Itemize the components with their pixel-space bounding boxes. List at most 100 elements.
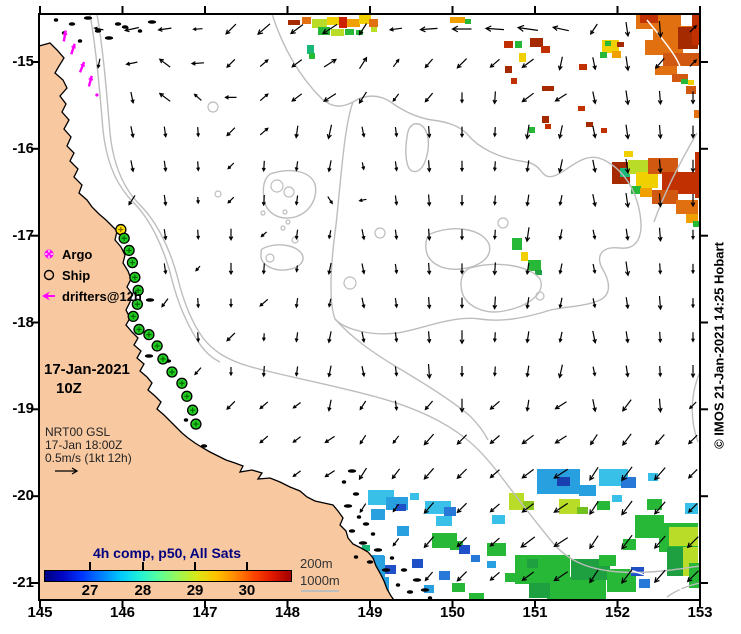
sst-patch — [459, 545, 470, 554]
current-vector — [358, 23, 368, 36]
current-vector — [426, 262, 432, 276]
current-vector — [687, 434, 698, 445]
current-vector — [557, 364, 563, 379]
bathymetry-contour — [260, 244, 304, 271]
current-vector — [257, 23, 271, 36]
island — [104, 36, 114, 40]
legend-label-ship: Ship — [62, 268, 91, 283]
colorbar-tick-label: 27 — [81, 582, 99, 599]
current-vector — [392, 93, 400, 103]
current-vector — [592, 399, 597, 413]
sst-patch — [586, 122, 593, 127]
current-vector — [426, 194, 432, 207]
x-tick-label: 149 — [357, 604, 383, 621]
sst-patch — [541, 46, 550, 53]
current-vector — [592, 193, 597, 208]
drifter-arrow-head — [88, 75, 94, 81]
sst-patch — [662, 172, 696, 194]
reef-outline — [260, 210, 266, 216]
reference-arrow — [55, 467, 79, 475]
island — [389, 556, 395, 560]
sst-patch — [635, 515, 664, 538]
sst-patch — [345, 29, 354, 35]
current-vector — [589, 501, 599, 516]
current-vector — [551, 25, 569, 32]
current-vector — [327, 262, 332, 276]
current-vector — [161, 298, 169, 308]
current-vector — [426, 297, 432, 310]
reef-outline — [343, 276, 357, 290]
current-vector — [521, 468, 534, 479]
current-vector — [158, 92, 171, 102]
island — [381, 568, 391, 572]
argo-icon — [44, 249, 54, 259]
current-vector — [492, 161, 497, 172]
sst-patch — [600, 52, 607, 58]
sst-patch — [515, 41, 522, 48]
current-vector — [424, 92, 434, 103]
reef-outline — [282, 209, 288, 215]
sst-patch — [692, 15, 700, 45]
y-tick-label: -16 — [12, 139, 34, 157]
current-vector — [226, 127, 236, 137]
sst-patch — [424, 585, 434, 593]
ship-track-point-cross — [190, 407, 196, 413]
colorbar-title: 4h comp, p50, All Sats — [92, 545, 242, 561]
ship-track-point-cross — [160, 356, 166, 362]
sst-patch — [450, 541, 463, 550]
current-vector — [456, 571, 468, 582]
current-vector — [190, 61, 205, 66]
sst-patch — [578, 106, 585, 111]
sst-patch — [519, 53, 526, 62]
current-vector — [321, 23, 338, 35]
current-vector — [554, 401, 567, 410]
current-vector — [687, 468, 698, 479]
current-vector — [456, 502, 468, 514]
model-name: NRT00 GSL — [45, 425, 111, 439]
current-vector — [294, 332, 299, 343]
sst-patch — [471, 555, 480, 562]
sst-patch — [504, 41, 513, 48]
current-vector — [294, 298, 299, 309]
x-tick-label: 146 — [109, 604, 136, 621]
current-vector — [125, 61, 138, 66]
current-vector — [624, 90, 631, 106]
current-vector — [492, 366, 497, 377]
current-vector — [625, 228, 630, 241]
current-vector — [624, 56, 631, 72]
current-vector — [192, 27, 203, 32]
legend-label-drifters: drifters@12h — [62, 289, 142, 304]
current-vector — [459, 398, 465, 413]
current-vector — [459, 92, 465, 104]
sst-patch — [647, 499, 662, 510]
current-vector — [324, 470, 335, 478]
island — [420, 588, 430, 592]
current-vector — [394, 127, 399, 138]
current-vector — [622, 399, 632, 412]
current-vector — [361, 263, 366, 275]
current-vector — [294, 229, 299, 240]
current-vector — [456, 58, 468, 69]
island — [137, 29, 143, 33]
sst-patch — [545, 124, 551, 129]
reef-outline — [214, 190, 222, 198]
current-vector — [196, 332, 201, 343]
colorbar-tick-mark — [245, 562, 248, 570]
current-vector — [489, 469, 500, 479]
sst-patch — [636, 172, 658, 188]
current-vector — [196, 229, 201, 241]
sst-patch — [655, 66, 677, 75]
current-vector — [359, 503, 367, 514]
current-vector — [323, 93, 337, 102]
current-vector — [654, 57, 665, 70]
current-vector — [521, 571, 534, 582]
reef-outline — [285, 219, 291, 225]
current-vector — [426, 331, 432, 344]
current-vector — [686, 536, 699, 549]
sst-patch — [396, 504, 406, 511]
sst-patch — [612, 51, 621, 58]
current-vector — [691, 229, 695, 240]
current-vector — [229, 298, 233, 308]
current-vector — [229, 367, 233, 377]
current-vector — [359, 434, 367, 445]
